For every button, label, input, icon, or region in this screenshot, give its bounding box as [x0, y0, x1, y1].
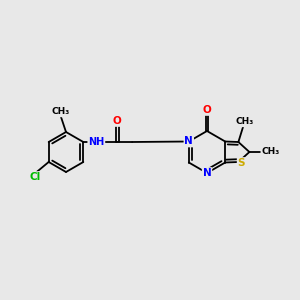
Text: NH: NH — [88, 137, 104, 147]
Text: N: N — [202, 168, 211, 178]
Text: CH₃: CH₃ — [236, 117, 254, 126]
Text: O: O — [113, 116, 122, 126]
Text: Cl: Cl — [29, 172, 40, 182]
Text: CH₃: CH₃ — [52, 107, 70, 116]
Text: S: S — [238, 158, 245, 168]
Text: CH₃: CH₃ — [261, 148, 280, 157]
Text: N: N — [184, 136, 193, 146]
Text: O: O — [202, 105, 211, 115]
